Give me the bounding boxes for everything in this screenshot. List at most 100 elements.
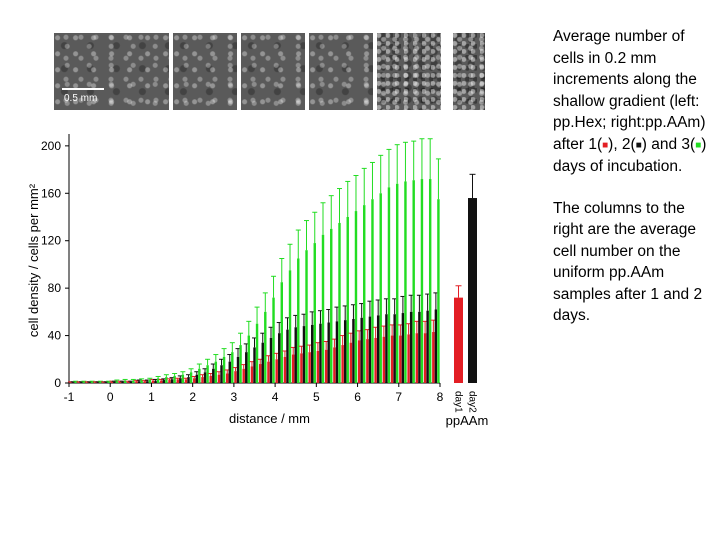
bar-day3 [156, 378, 160, 383]
bar-day3 [181, 374, 185, 383]
bar-day1 [366, 339, 369, 383]
bar-day2 [228, 361, 231, 383]
bar-day2 [310, 324, 314, 383]
swatch-day2: ■ [635, 139, 642, 151]
caption-paragraph-1: Average number of cells in 0.2 mm increm… [553, 26, 718, 178]
bar-day2 [302, 326, 306, 383]
figure: 0.5 mm 0 40 80 120 160 200 -1 0 1 2 3 4 5 6 7 8 day1 day2… [26, 33, 489, 428]
bar-day3 [123, 380, 127, 383]
bar-day2 [170, 379, 174, 383]
bar-day3 [305, 250, 308, 383]
bar-day3 [99, 381, 102, 383]
bar-day3 [107, 381, 110, 383]
bar-day2 [335, 321, 339, 383]
bar-day1 [135, 381, 138, 383]
bar-day1 [201, 377, 204, 383]
bar-day1 [283, 356, 287, 383]
bar-day2 [129, 381, 133, 383]
bar-day1 [77, 382, 81, 383]
bar-day1 [357, 340, 361, 383]
swatch-day1: ■ [602, 139, 609, 151]
bar-day1 [399, 335, 402, 383]
uniform-bar-day1 [454, 297, 463, 383]
bar-day2 [236, 356, 240, 383]
caption-text-2: ) days of incubation. [553, 135, 707, 176]
x-tick-label: -1 [64, 390, 75, 404]
bar-day3 [74, 381, 77, 383]
bar-day3 [115, 381, 119, 383]
bar-day1 [390, 335, 394, 383]
micro-panel-4 [309, 33, 373, 110]
bar-day1 [308, 352, 311, 383]
bar-day3 [255, 323, 259, 383]
bar-day2 [220, 365, 223, 383]
bar-day3 [354, 211, 358, 383]
bar-day1 [234, 371, 237, 383]
bar-day1 [193, 378, 196, 383]
x-tick-label: 6 [354, 390, 361, 404]
bar-day1 [85, 382, 89, 383]
bar-day3 [132, 380, 135, 383]
bar-day2 [179, 378, 182, 383]
bar-day3 [338, 222, 341, 383]
bar-day3 [288, 270, 292, 383]
bar-day1 [118, 381, 122, 383]
bar-day3 [297, 258, 300, 383]
x-tick-label: 0 [107, 390, 114, 404]
bar-day2 [212, 368, 215, 383]
bar-day3 [140, 380, 143, 383]
scale-bar [62, 88, 104, 90]
bar-day1 [374, 337, 377, 383]
bar-day3 [214, 361, 218, 383]
bar-day2 [154, 380, 157, 383]
bar-day2 [253, 347, 256, 383]
bar-day2 [360, 317, 363, 383]
bar-day2 [113, 381, 116, 383]
bar-day1 [275, 359, 278, 383]
bar-day2 [401, 313, 405, 383]
bar-day1 [250, 366, 254, 383]
bar-day3 [428, 179, 432, 383]
bar-day1 [110, 381, 114, 383]
bar-day2 [286, 329, 289, 383]
uniform-label: ppAAm [446, 413, 489, 428]
bar-day2 [187, 377, 190, 383]
bar-day1 [160, 380, 163, 383]
bar-day3 [363, 205, 366, 383]
bar-day2 [343, 320, 347, 383]
bar-day2 [71, 382, 75, 383]
bar-day3 [404, 181, 407, 383]
bar-day2 [294, 327, 297, 383]
bar-day1 [102, 382, 105, 383]
y-tick-label: 0 [54, 376, 61, 390]
y-tick-label: 40 [48, 329, 62, 343]
y-tick-label: 160 [41, 186, 61, 200]
bar-day1 [184, 379, 188, 383]
bar-day3 [82, 381, 86, 383]
uniform-bar-day2 [468, 198, 477, 383]
caption-sep-1: ), 2( [608, 135, 636, 153]
bar-day3 [420, 179, 424, 383]
bar-day2 [426, 310, 429, 383]
y-axis-label: cell density / cells per mm² [26, 183, 41, 337]
bar-day3 [165, 377, 168, 383]
bar-day2 [409, 311, 413, 383]
bar-day1 [382, 336, 386, 383]
bar-day1 [291, 354, 295, 383]
bar-day1 [423, 333, 427, 383]
x-tick-label: 1 [148, 390, 155, 404]
micro-panel-6 [453, 33, 485, 110]
bar-day3 [189, 372, 193, 383]
micro-panel-2 [173, 33, 237, 110]
scale-bar-label: 0.5 mm [64, 93, 98, 104]
bar-day3 [371, 199, 374, 383]
x-tick-label: 3 [231, 390, 238, 404]
y-tick-label: 200 [41, 139, 61, 153]
bar-day1 [143, 381, 146, 383]
caption: Average number of cells in 0.2 mm increm… [553, 26, 718, 347]
uniform-tick-label: day2 [467, 391, 478, 413]
x-tick-label: 4 [272, 390, 279, 404]
bar-day1 [209, 375, 212, 383]
bar-day2 [137, 381, 141, 383]
caption-sep-2: ) and 3( [641, 135, 696, 153]
